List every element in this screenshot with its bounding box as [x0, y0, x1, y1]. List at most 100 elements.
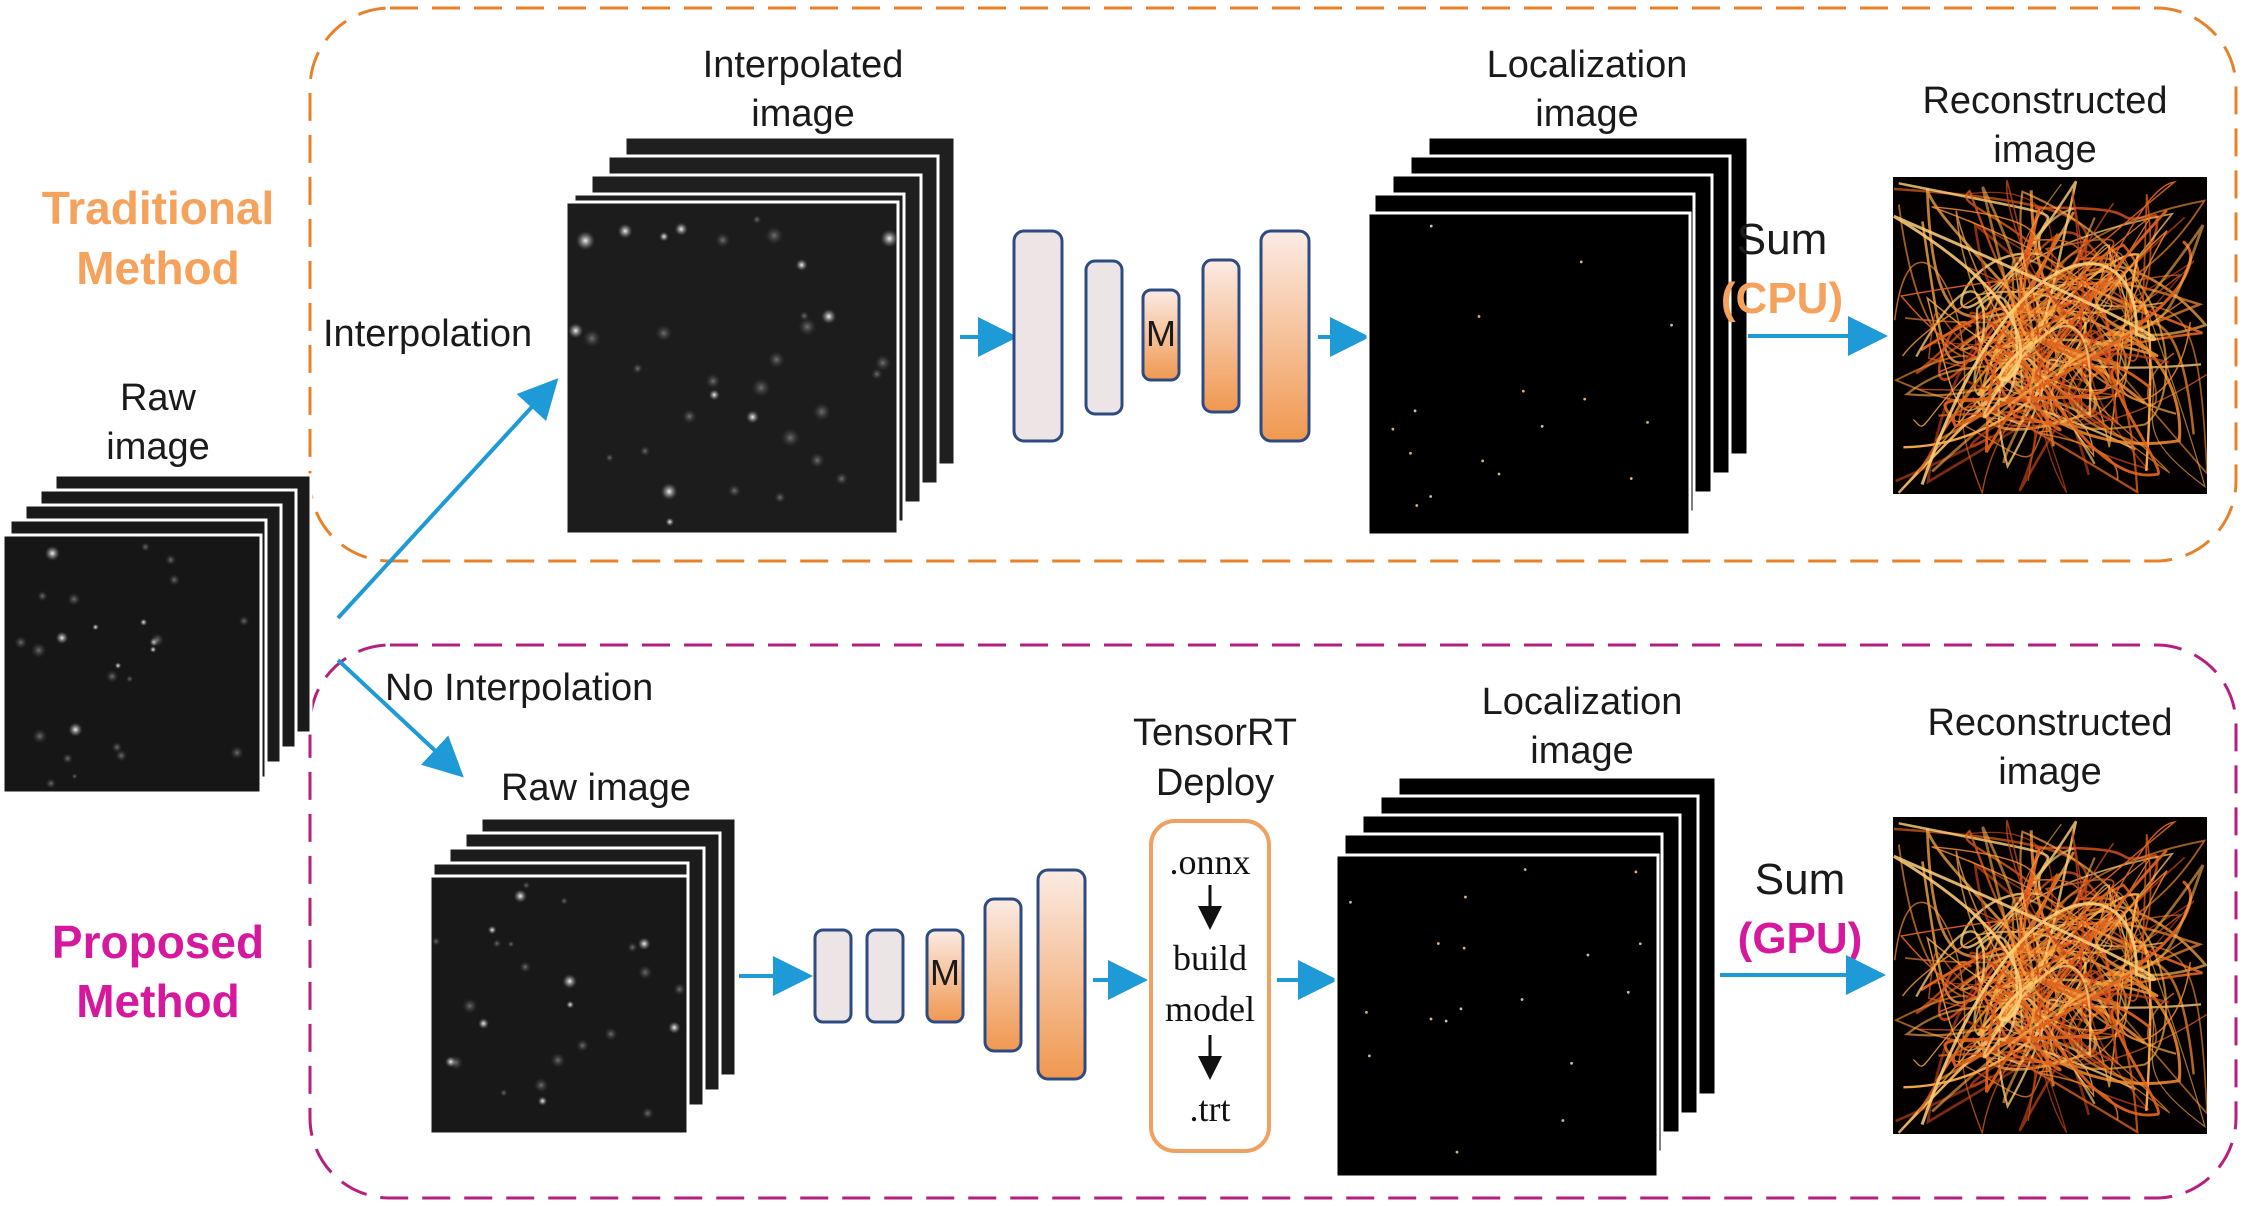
network-proposed: M: [813, 868, 1087, 1081]
localization-point: [1520, 998, 1524, 1001]
fluorescent-spot: [627, 942, 638, 953]
fluorescent-spot: [682, 409, 697, 424]
fluorescent-spot: [533, 1077, 549, 1093]
fluorescent-spot: [582, 329, 602, 348]
fluorescent-spot: [62, 753, 74, 764]
proposed-method-label-line1: Proposed: [52, 916, 264, 968]
fluorescent-spot: [715, 232, 731, 248]
fluorescent-spot: [44, 545, 61, 562]
step-model: model: [1165, 989, 1255, 1029]
fluorescent-spot: [768, 351, 785, 369]
localization-point: [1477, 315, 1481, 318]
network-layer: [865, 928, 905, 1024]
fluorescent-spot: [444, 1056, 457, 1068]
fluorescent-spot: [673, 982, 686, 996]
reconstructed-image-label-line1-traditional: Reconstructed: [1922, 80, 2167, 122]
fluorescent-spot: [639, 445, 651, 457]
fluorescent-spot: [799, 310, 810, 321]
fluorescent-spot: [550, 1052, 566, 1068]
fluorescent-spot: [812, 402, 831, 421]
step-trt: .trt: [1190, 1089, 1231, 1129]
fluorescent-spot: [617, 223, 633, 239]
filament: [2005, 180, 2115, 380]
step-build: build: [1173, 938, 1247, 978]
filament: [1899, 820, 2177, 1013]
localization-point: [1579, 260, 1583, 264]
localization-image-stack-proposed: [1334, 775, 1718, 1179]
localization-point: [1459, 1007, 1463, 1011]
network-layer: [983, 897, 1023, 1053]
fluorescent-spot: [105, 670, 119, 683]
fluorescent-spot: [665, 517, 675, 527]
localization-point: [1429, 495, 1433, 498]
localization-image-label-line2-proposed: image: [1530, 730, 1634, 772]
fluorescent-spot: [71, 773, 78, 780]
fluorescent-spot: [67, 592, 81, 606]
fluorescent-spot: [139, 618, 148, 627]
arrow-to-interpolation: [336, 378, 559, 620]
localization-point: [1349, 900, 1352, 904]
interpolated-image-stack: [564, 135, 957, 536]
fluorescent-spot: [30, 642, 47, 659]
fluorescent-spot: [638, 965, 653, 980]
fluorescent-spot: [809, 452, 825, 468]
localization-point: [1629, 477, 1633, 480]
localization-point: [1521, 389, 1525, 393]
fluorescent-spot: [765, 226, 784, 245]
fluorescent-spot: [111, 742, 123, 753]
fluorescent-spot: [32, 728, 48, 744]
fluorescent-spot: [880, 229, 899, 248]
localization-point: [1464, 895, 1467, 899]
localization-image-label-line2-traditional: image: [1535, 93, 1639, 135]
localization-point: [1497, 472, 1501, 476]
fluorescent-spot: [149, 646, 157, 653]
interpolated-image-label-line1: Interpolated: [703, 44, 904, 86]
fluorescent-spot: [499, 1088, 508, 1097]
localization-image-label-line1-traditional: Localization: [1487, 44, 1688, 86]
localization-point: [1365, 1011, 1368, 1014]
fluorescent-spot: [230, 745, 244, 760]
network-layer: [1084, 259, 1124, 416]
fluorescent-spot: [150, 633, 165, 647]
localization-point: [1481, 459, 1485, 463]
fluorescent-spot: [560, 897, 569, 905]
localization-point: [1455, 1150, 1459, 1154]
localization-point: [1413, 409, 1417, 413]
localization-image-label-line1-proposed: Localization: [1482, 681, 1683, 723]
fluorescent-spot: [641, 1107, 654, 1120]
fluorescent-spot: [562, 973, 578, 989]
filament: [1976, 260, 2119, 481]
filament: [1931, 186, 2205, 473]
localization-point: [1391, 427, 1395, 431]
fluorescent-spot: [660, 482, 678, 501]
fluorescent-spot: [487, 925, 497, 935]
fluorescent-spot: [165, 554, 177, 566]
filament: [1931, 826, 2205, 1113]
fluorescent-spot: [168, 574, 181, 586]
tensorrt-deploy-box: .onnx build model .trt: [1149, 819, 1271, 1153]
fluorescent-spot: [140, 542, 151, 552]
fluorescent-spot: [575, 230, 596, 251]
fluorescent-spot: [632, 363, 643, 374]
fluorescent-spot: [821, 308, 837, 325]
localization-point: [1367, 1054, 1371, 1058]
fluorescent-spot: [114, 662, 122, 669]
fluorescent-spot: [637, 937, 651, 951]
sum-device-cpu: (CPU): [1721, 274, 1843, 323]
fluorescent-spot: [492, 939, 502, 948]
traditional-method-border: [308, 6, 2238, 563]
filament: [1975, 212, 2175, 393]
traditional-method-label-line2: Method: [76, 242, 240, 294]
localization-point: [1429, 224, 1433, 228]
fluorescent-spot: [798, 317, 817, 336]
raw-image-label-line2: image: [106, 426, 210, 468]
raw-image-stack: [1, 473, 313, 795]
fluorescent-spot: [576, 1039, 589, 1052]
fluorescent-spot: [37, 590, 48, 602]
filament: [2044, 194, 2152, 372]
fluorescent-spot: [655, 324, 673, 342]
filament: [2005, 820, 2115, 1020]
fluorescent-spot: [92, 623, 99, 631]
fluorescent-spot: [727, 484, 741, 498]
network-bottleneck-label: M: [1146, 313, 1176, 354]
